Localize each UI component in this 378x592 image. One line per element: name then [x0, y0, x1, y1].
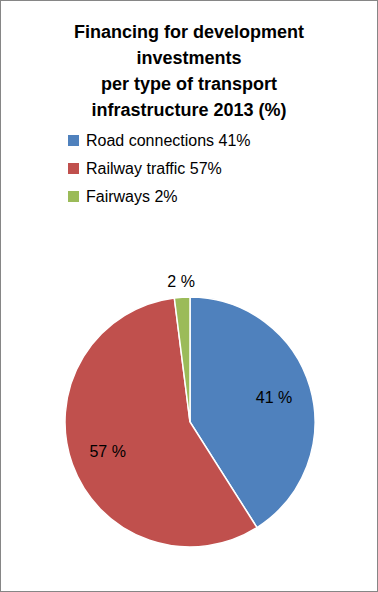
legend: Road connections 41% Railway traffic 57% F… — [68, 132, 251, 205]
slice — [174, 297, 190, 422]
legend-swatch — [68, 191, 79, 202]
slice — [65, 298, 257, 547]
title: Financing for development — [74, 22, 304, 42]
title: infrastructure 2013 (%) — [91, 100, 286, 120]
title-group: Financing for development investments per … — [74, 22, 304, 120]
chart: Financing for development investments per … — [0, 0, 378, 592]
legend-label: Road connections 41% — [86, 132, 251, 149]
data-label: 41 % — [256, 389, 292, 406]
legend-swatch — [68, 135, 79, 146]
legend-label: Railway traffic 57% — [86, 160, 222, 177]
data-label: 2 % — [167, 273, 195, 290]
data-labels: 41 % 57 % 2 % — [89, 273, 292, 460]
chart-frame — [1, 1, 378, 592]
title: per type of transport — [101, 74, 277, 94]
legend-swatch — [68, 163, 79, 174]
pie — [65, 297, 315, 547]
data-label: 57 % — [89, 443, 125, 460]
title: investments — [136, 48, 241, 68]
legend-label: Fairways 2% — [86, 188, 178, 205]
